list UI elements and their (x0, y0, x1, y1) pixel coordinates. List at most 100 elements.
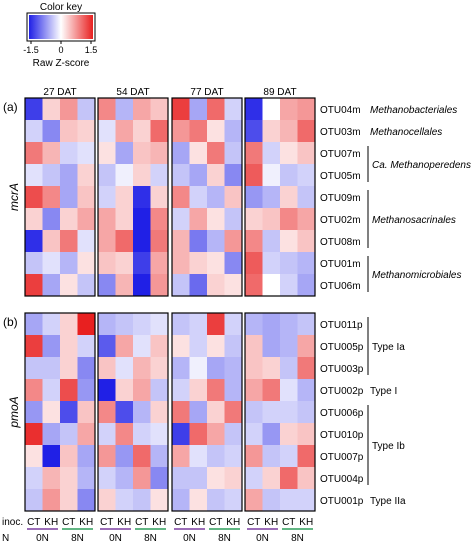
heatmap-cell (245, 401, 263, 424)
otu-row-label: OTU01m (320, 259, 361, 270)
heatmap-cell (262, 423, 281, 446)
heatmap-cell (207, 98, 225, 121)
heatmap-cell (245, 467, 263, 490)
color-key-title: Color key (40, 2, 82, 13)
time-point-label: 89 DAT (263, 87, 296, 98)
group-label: Type I (370, 386, 397, 397)
heatmap-cell (297, 335, 316, 358)
heatmap-cell (25, 379, 43, 402)
heatmap-cell (262, 186, 281, 209)
heatmap-cell (115, 186, 134, 209)
heatmap-cell (245, 357, 263, 380)
time-point-label: 54 DAT (116, 87, 149, 98)
inoc-label: CT (282, 517, 295, 528)
group-label-name: Methanocellales (370, 127, 442, 138)
heatmap-cell (60, 164, 78, 187)
heatmap-cell (133, 357, 151, 380)
heatmap-cell (297, 313, 316, 336)
heatmap-cell (150, 230, 169, 253)
heatmap-cell (172, 274, 190, 297)
heatmap-cell (25, 357, 43, 380)
heatmap-cell (280, 274, 298, 297)
heatmap-cell (297, 274, 316, 297)
heatmap-cell (280, 230, 298, 253)
heatmap-cell (207, 313, 225, 336)
heatmap-cell (115, 274, 134, 297)
heatmap-cell (189, 208, 208, 231)
heatmap-cell (133, 313, 151, 336)
heatmap-cell (133, 142, 151, 165)
heatmap-block-border (244, 312, 316, 512)
heatmap-cell (297, 489, 316, 512)
heatmap-cell (98, 357, 116, 380)
heatmap-cell (115, 142, 134, 165)
group-label: Methanomicrobiales (372, 270, 462, 281)
heatmap-panels (24, 97, 316, 512)
heatmap-cell (60, 467, 78, 490)
inoc-label: CT (62, 517, 75, 528)
heatmap-cell (42, 335, 61, 358)
heatmap-cell (189, 164, 208, 187)
heatmap-cell (115, 423, 134, 446)
heatmap-cell (172, 445, 190, 468)
heatmap-cell (207, 186, 225, 209)
heatmap-cell (207, 401, 225, 424)
heatmap-cell (297, 120, 316, 143)
heatmap-cell (133, 445, 151, 468)
heatmap-cell (189, 98, 208, 121)
color-key-tick-label: 1.5 (85, 45, 98, 55)
heatmap-cell (77, 379, 96, 402)
heatmap-cell (42, 164, 61, 187)
heatmap-cell (297, 230, 316, 253)
group-label-name: Type Ib (372, 441, 405, 452)
inoc-label: CT (209, 517, 222, 528)
nitrogen-label: 0N (183, 533, 196, 542)
heatmap-cell (77, 252, 96, 275)
heatmap-cell (115, 489, 134, 512)
heatmap-cell (77, 313, 96, 336)
heatmap-cell (98, 142, 116, 165)
heatmap-cell (262, 230, 281, 253)
heatmap-cell (98, 164, 116, 187)
gene-label: mcrA (7, 183, 21, 211)
nitrogen-label: 8N (144, 533, 157, 542)
heatmap-cell (245, 313, 263, 336)
heatmap-cell (115, 120, 134, 143)
heatmap-cell (77, 208, 96, 231)
group-label: Type IIa (370, 496, 406, 507)
heatmap-cell (189, 423, 208, 446)
heatmap-cell (150, 357, 169, 380)
heatmap-cell (297, 467, 316, 490)
heatmap-cell (25, 120, 43, 143)
heatmap-cell (133, 423, 151, 446)
heatmap-cell (133, 335, 151, 358)
heatmap-cell (115, 252, 134, 275)
panel-label: (b) (3, 315, 18, 329)
heatmap-cell (133, 164, 151, 187)
heatmap-block-border (244, 97, 316, 297)
heatmap-block-border (171, 312, 243, 512)
heatmap-cell (42, 120, 61, 143)
heatmap-cell (189, 379, 208, 402)
heatmap-cell (60, 230, 78, 253)
heatmap-cell (172, 423, 190, 446)
heatmap-cell (42, 401, 61, 424)
time-point-label: 27 DAT (43, 87, 76, 98)
otu-row-label: OTU05m (320, 171, 361, 182)
group-label: Type Ia (372, 342, 405, 353)
heatmap-cell (150, 98, 169, 121)
heatmap-cell (115, 98, 134, 121)
heatmap-cell (77, 120, 96, 143)
heatmap-cell (150, 164, 169, 187)
heatmap-cell (172, 379, 190, 402)
heatmap-cell (262, 208, 281, 231)
heatmap-cell (280, 423, 298, 446)
heatmap-cell (60, 186, 78, 209)
heatmap-cell (172, 142, 190, 165)
heatmap-cell (60, 423, 78, 446)
heatmap-cell (42, 313, 61, 336)
heatmap-cell (60, 252, 78, 275)
heatmap-cell (77, 98, 96, 121)
color-key-tick-label: -1.5 (23, 45, 39, 55)
heatmap-cell (150, 401, 169, 424)
